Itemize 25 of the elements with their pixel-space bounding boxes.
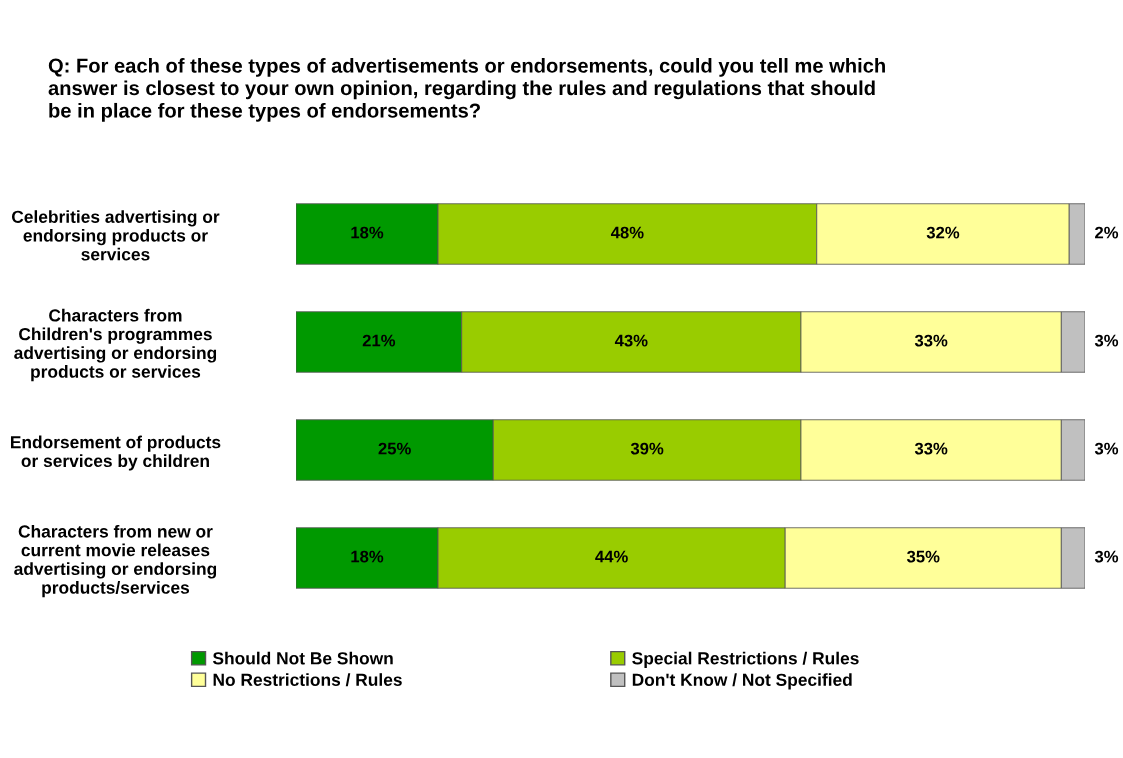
- legend-label: No Restrictions / Rules: [213, 673, 402, 687]
- data-label: 44%: [595, 550, 628, 563]
- y-tick-label: Celebrities advertising or endorsing products or services: [11, 210, 220, 261]
- data-label: 33%: [914, 334, 948, 347]
- y-tick-label: Characters from Children's programmes advertising or endorsing products or services: [14, 308, 217, 382]
- data-label: 21%: [362, 334, 396, 347]
- data-label: 43%: [614, 334, 648, 347]
- data-label: 3%: [1094, 442, 1119, 455]
- data-label: 32%: [926, 226, 960, 239]
- data-label: 2%: [1095, 226, 1119, 239]
- chart-title: Q: For each of these types of advertisements or endorsements, could you tell me which answer is closest to your own opinion, regarding the rules and regulations that should be in place for these types of endorsements?: [48, 58, 885, 122]
- y-tick-label: Endorsement of products or services by children: [10, 435, 221, 471]
- data-label: 18%: [351, 550, 384, 563]
- data-label: 35%: [906, 550, 940, 563]
- data-label: 33%: [914, 442, 948, 455]
- legend-label: Special Restrictions / Rules: [632, 651, 859, 668]
- y-tick-label: Characters from new or current movie releases advertising or endorsing products/services: [14, 524, 217, 598]
- data-label: 48%: [610, 226, 644, 239]
- data-label: 18%: [351, 226, 384, 239]
- data-label: 25%: [378, 442, 411, 455]
- legend-label: Don't Know / Not Specified: [632, 673, 852, 690]
- data-label: 3%: [1094, 334, 1119, 347]
- legend-label: Should Not Be Shown: [212, 651, 393, 665]
- data-label: 3%: [1094, 550, 1119, 563]
- data-label: 39%: [630, 442, 664, 455]
